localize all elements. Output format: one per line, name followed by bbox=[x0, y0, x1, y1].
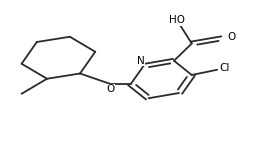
Text: O: O bbox=[106, 84, 115, 94]
Text: Cl: Cl bbox=[220, 63, 230, 73]
Text: HO: HO bbox=[169, 15, 184, 25]
Text: N: N bbox=[137, 56, 145, 66]
Text: O: O bbox=[227, 33, 235, 42]
